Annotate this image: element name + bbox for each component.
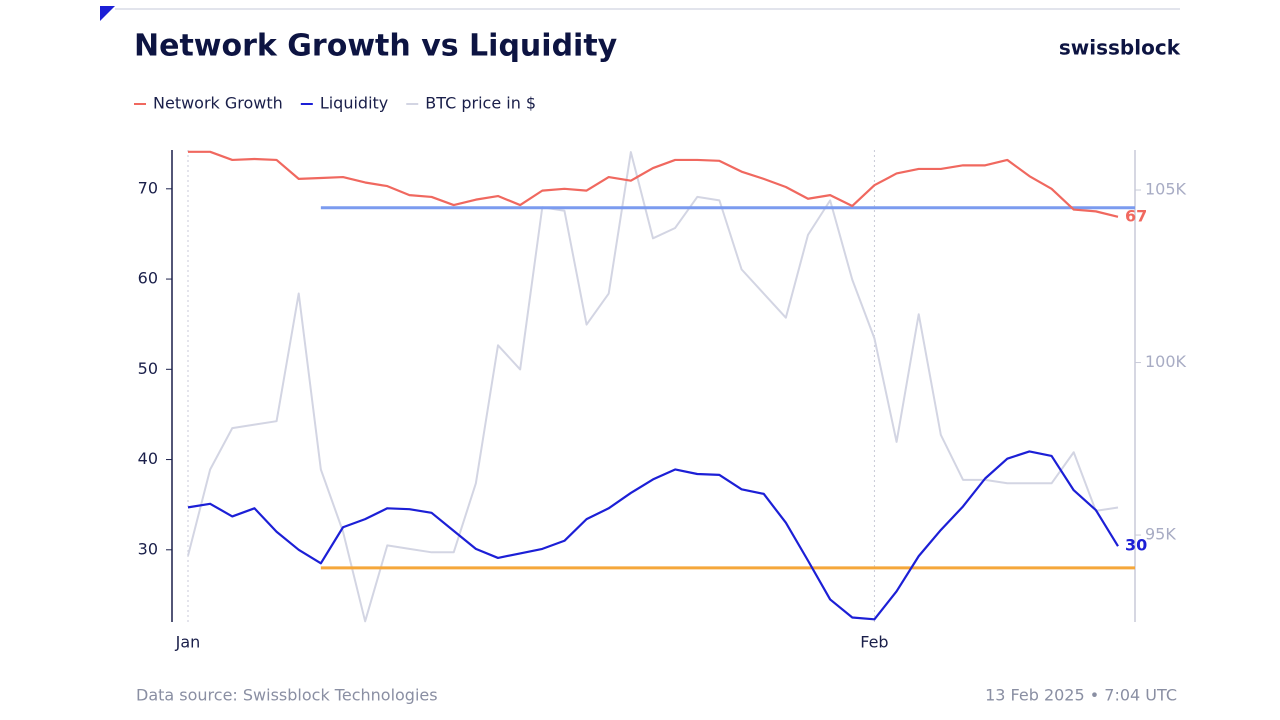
x-tick-label: Feb [860,633,888,652]
legend-label: Network Growth [153,94,283,113]
y-tick-label: 60 [138,269,158,288]
x-tick-label: Jan [175,633,201,652]
y-tick-label: 50 [138,359,158,378]
value-label: 30 [1125,536,1147,555]
y2-tick-label: 95K [1145,525,1176,544]
y-tick-label: 40 [138,449,158,468]
legend-label: Liquidity [320,94,388,113]
legend-label: BTC price in $ [425,94,536,113]
chart-title: Network Growth vs Liquidity [134,29,618,64]
corner-mark [100,6,115,21]
series-line [187,450,1119,621]
timestamp: 13 Feb 2025 • 7:04 UTC [985,686,1177,705]
y-tick-label: 30 [138,539,158,558]
y2-tick-label: 100K [1145,352,1187,371]
value-label: 67 [1125,206,1147,225]
brand: swissblock [1059,36,1181,60]
series-line [187,151,1119,623]
y-tick-label: 70 [138,178,158,197]
source: Data source: Swissblock Technologies [136,686,438,705]
series-line [188,150,1119,218]
y2-tick-label: 105K [1145,180,1187,199]
